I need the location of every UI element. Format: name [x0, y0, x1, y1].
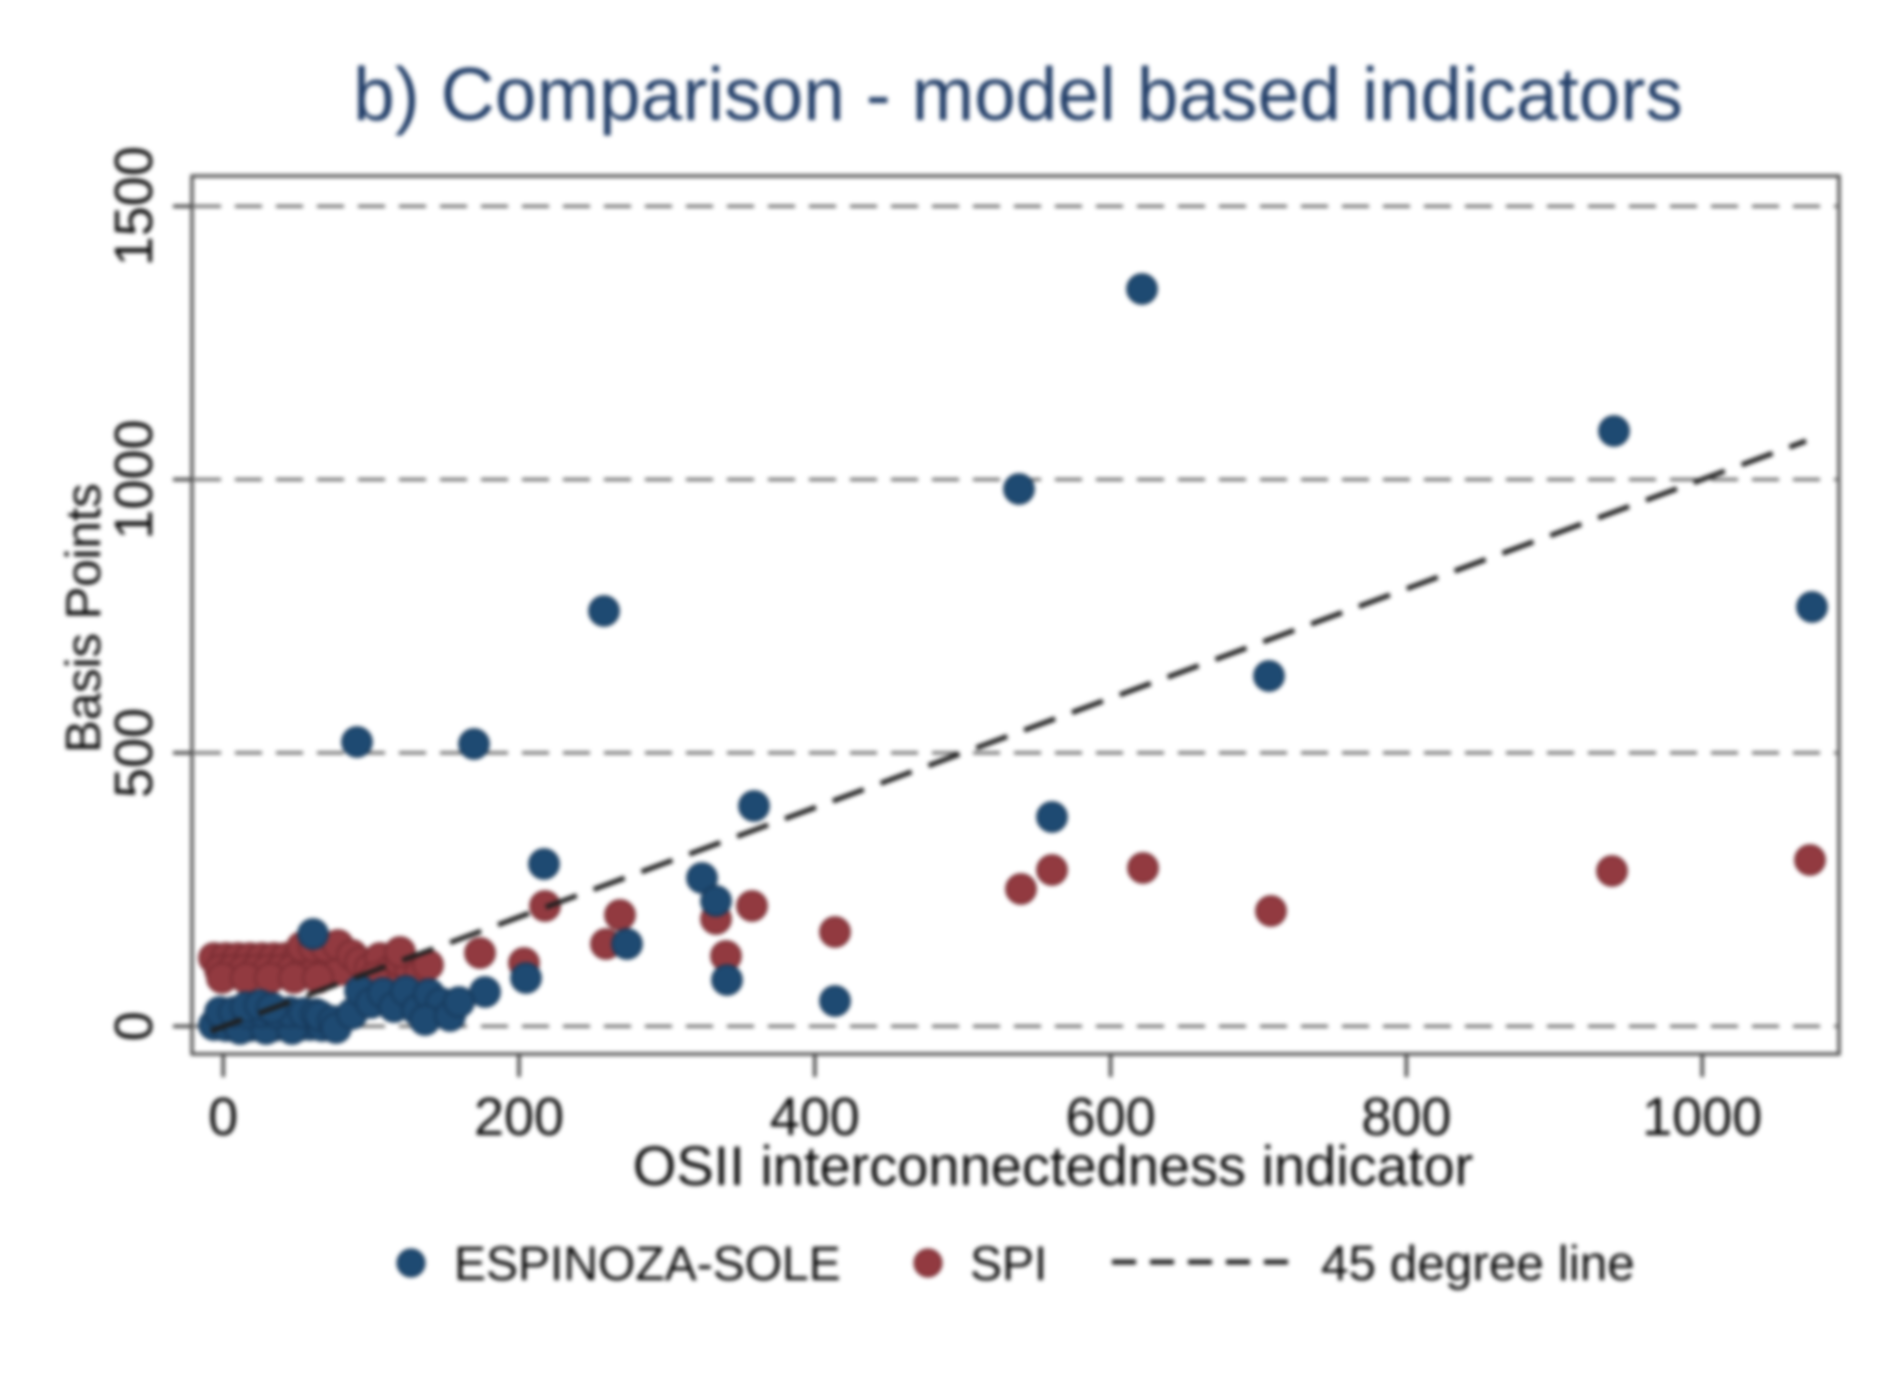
svg-text:600: 600 [1066, 1087, 1156, 1147]
svg-text:OSII interconnectedness indica: OSII interconnectedness indicator [633, 1134, 1473, 1197]
svg-text:200: 200 [474, 1087, 564, 1147]
svg-text:ESPINOZA-SOLE: ESPINOZA-SOLE [454, 1238, 841, 1291]
svg-text:800: 800 [1361, 1087, 1451, 1147]
svg-text:b) Comparison - model based in: b) Comparison - model based indicators [353, 52, 1683, 136]
svg-text:400: 400 [770, 1087, 860, 1147]
svg-text:500: 500 [104, 708, 164, 798]
svg-text:0: 0 [208, 1087, 238, 1147]
svg-text:45 degree line: 45 degree line [1321, 1236, 1635, 1291]
svg-text:1500: 1500 [104, 146, 164, 266]
svg-text:1000: 1000 [104, 419, 164, 539]
svg-text:0: 0 [104, 1011, 164, 1041]
svg-text:1000: 1000 [1642, 1087, 1762, 1147]
svg-text:Basis Points: Basis Points [57, 483, 111, 753]
svg-text:SPI: SPI [970, 1238, 1047, 1291]
